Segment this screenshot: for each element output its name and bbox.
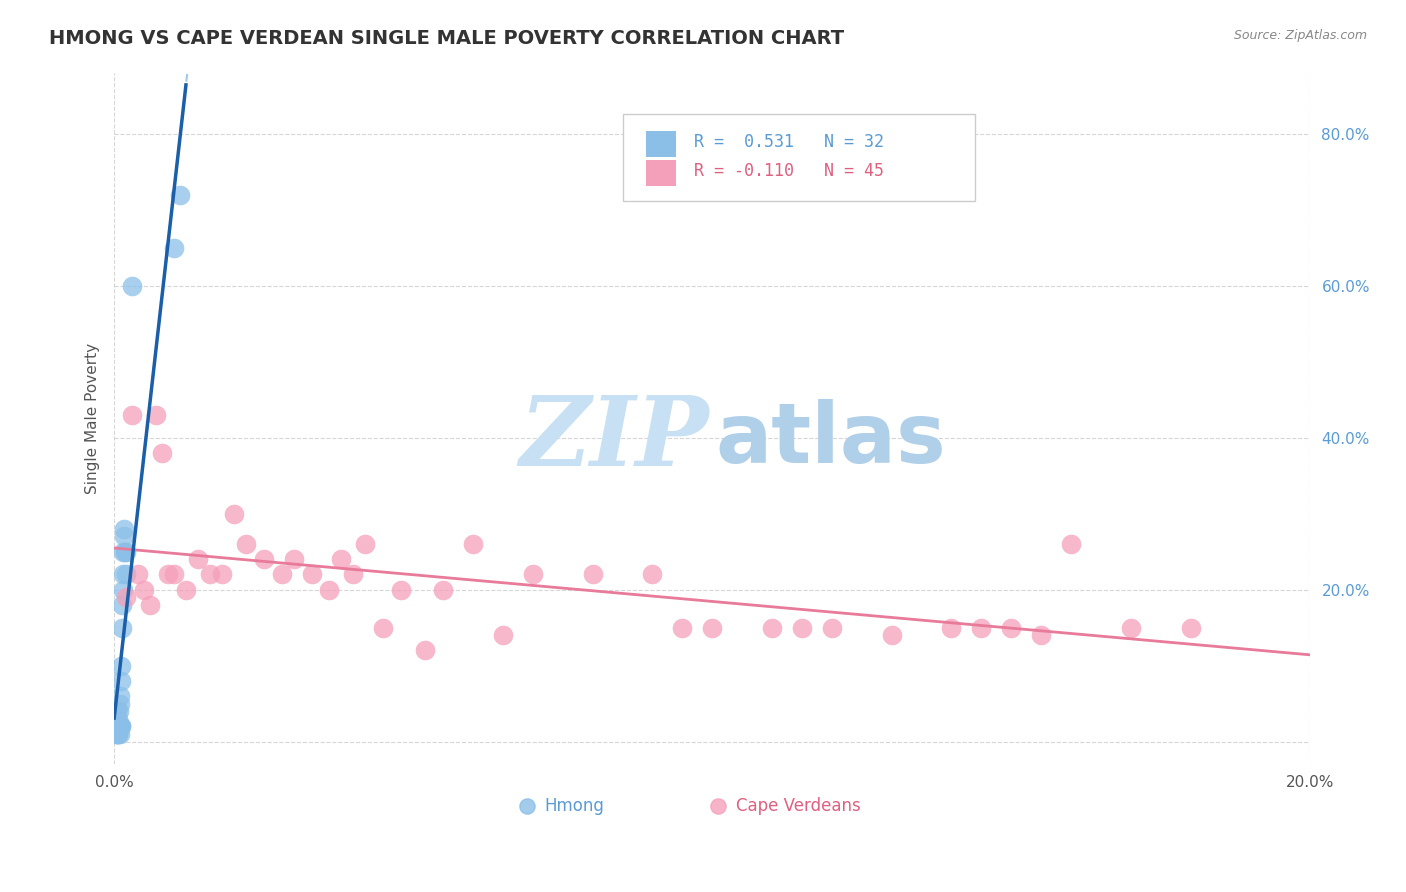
Point bbox=[108, 704, 131, 718]
Point bbox=[104, 727, 127, 741]
Point bbox=[1180, 621, 1202, 635]
Point bbox=[105, 727, 128, 741]
Point bbox=[413, 643, 436, 657]
Point bbox=[1119, 621, 1142, 635]
Point bbox=[283, 552, 305, 566]
Point bbox=[105, 704, 128, 718]
Point bbox=[522, 567, 544, 582]
Point bbox=[145, 408, 167, 422]
Point bbox=[139, 598, 162, 612]
Point bbox=[110, 719, 132, 733]
Point bbox=[132, 582, 155, 597]
Point bbox=[112, 522, 135, 536]
Point bbox=[114, 544, 136, 558]
Point bbox=[222, 507, 245, 521]
Point bbox=[318, 582, 340, 597]
Point bbox=[114, 567, 136, 582]
Point bbox=[108, 719, 131, 733]
Text: R =  0.531   N = 32: R = 0.531 N = 32 bbox=[695, 133, 884, 151]
Point bbox=[671, 621, 693, 635]
Point bbox=[790, 621, 813, 635]
Point bbox=[198, 567, 221, 582]
Point bbox=[342, 567, 364, 582]
Point bbox=[1031, 628, 1053, 642]
Point bbox=[107, 727, 129, 741]
Point bbox=[108, 697, 131, 711]
Point bbox=[110, 719, 132, 733]
Y-axis label: Single Male Poverty: Single Male Poverty bbox=[86, 343, 100, 494]
Point bbox=[115, 591, 138, 605]
Point bbox=[211, 567, 233, 582]
Point bbox=[111, 598, 134, 612]
Point bbox=[761, 621, 783, 635]
Point bbox=[112, 529, 135, 543]
Point bbox=[492, 628, 515, 642]
Point bbox=[235, 537, 257, 551]
Point bbox=[107, 719, 129, 733]
Point bbox=[108, 689, 131, 703]
Point bbox=[108, 727, 131, 741]
Text: ZIP: ZIP bbox=[519, 392, 709, 486]
Point bbox=[373, 621, 395, 635]
Point bbox=[110, 673, 132, 688]
Bar bbox=[647, 131, 676, 157]
Point bbox=[108, 719, 131, 733]
Point bbox=[880, 628, 903, 642]
Point bbox=[169, 187, 191, 202]
Point bbox=[115, 544, 138, 558]
Text: Hmong: Hmong bbox=[544, 797, 605, 814]
FancyBboxPatch shape bbox=[623, 114, 976, 201]
Point bbox=[111, 582, 134, 597]
Point bbox=[121, 278, 143, 293]
Point bbox=[301, 567, 323, 582]
Point bbox=[461, 537, 484, 551]
Point bbox=[270, 567, 292, 582]
Point bbox=[354, 537, 377, 551]
Point bbox=[107, 727, 129, 741]
Text: HMONG VS CAPE VERDEAN SINGLE MALE POVERTY CORRELATION CHART: HMONG VS CAPE VERDEAN SINGLE MALE POVERT… bbox=[49, 29, 845, 48]
Point bbox=[107, 712, 129, 726]
Point bbox=[253, 552, 276, 566]
Point bbox=[1060, 537, 1083, 551]
Bar bbox=[647, 160, 676, 186]
Point bbox=[389, 582, 412, 597]
Point bbox=[330, 552, 353, 566]
Point bbox=[187, 552, 209, 566]
Point bbox=[970, 621, 993, 635]
Point bbox=[432, 582, 454, 597]
Point bbox=[821, 621, 844, 635]
Point bbox=[641, 567, 664, 582]
Text: Cape Verdeans: Cape Verdeans bbox=[737, 797, 860, 814]
Point bbox=[150, 446, 173, 460]
Point bbox=[941, 621, 963, 635]
Point bbox=[702, 621, 724, 635]
Point bbox=[111, 621, 134, 635]
Point bbox=[108, 719, 131, 733]
Point bbox=[112, 567, 135, 582]
Point bbox=[174, 582, 197, 597]
Point bbox=[163, 567, 186, 582]
Point bbox=[1000, 621, 1022, 635]
Point bbox=[110, 658, 132, 673]
Point bbox=[156, 567, 179, 582]
Point bbox=[163, 241, 186, 255]
Point bbox=[127, 567, 149, 582]
Text: R = -0.110   N = 45: R = -0.110 N = 45 bbox=[695, 162, 884, 180]
Point bbox=[105, 719, 128, 733]
Point bbox=[582, 567, 605, 582]
Point bbox=[112, 544, 135, 558]
Point bbox=[121, 408, 143, 422]
Text: Source: ZipAtlas.com: Source: ZipAtlas.com bbox=[1233, 29, 1367, 43]
Text: atlas: atlas bbox=[716, 399, 946, 480]
